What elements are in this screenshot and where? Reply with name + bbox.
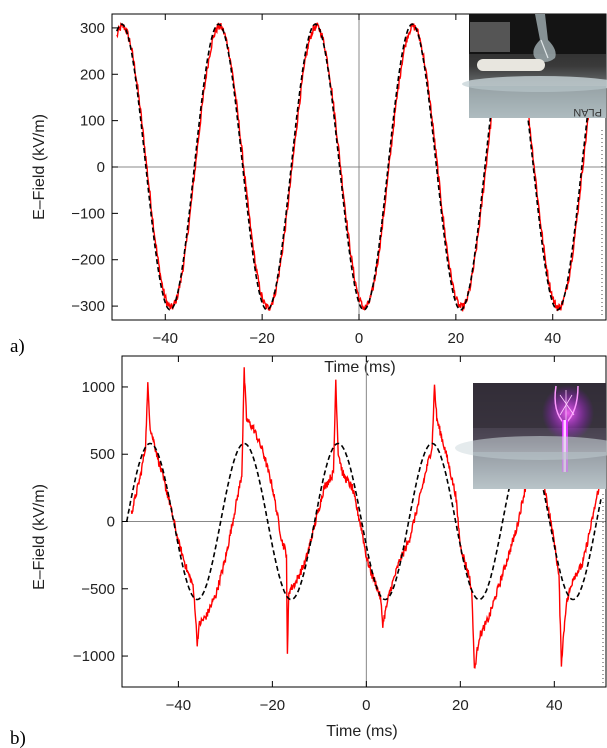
y-tick-label: −500 [81, 581, 115, 598]
panel-a-inset-photo: PLAN [462, 14, 607, 118]
panel-a-x-axis-title: Time (ms) [324, 359, 395, 376]
x-tick-label: −20 [249, 330, 274, 347]
x-tick-label: −40 [153, 330, 178, 347]
y-tick-label: 0 [107, 514, 115, 531]
x-tick-label: −40 [166, 697, 191, 714]
y-tick-label: 300 [80, 20, 105, 37]
x-tick-label: 20 [448, 330, 465, 347]
panel-b-label: b) [10, 728, 26, 748]
x-tick-label: 40 [546, 697, 563, 714]
panel-b-y-axis-title: E–Field (kV/m) [31, 484, 48, 590]
x-tick-label: 40 [544, 330, 561, 347]
svg-text:PLAN: PLAN [573, 106, 602, 118]
x-tick-label: 0 [362, 697, 370, 714]
panel-b-inset-photo [455, 383, 607, 489]
panel-b-ticks: −40 −20 0 20 40 −1000 −500 0 500 1000 [73, 356, 563, 714]
panel-b-x-axis-title: Time (ms) [326, 723, 397, 740]
x-tick-label: −20 [260, 697, 285, 714]
x-tick-label: 20 [452, 697, 469, 714]
panel-b-series-group [125, 367, 602, 669]
y-tick-label: 1000 [82, 379, 115, 396]
y-tick-label: 500 [90, 446, 115, 463]
x-tick-label: 0 [355, 330, 363, 347]
y-tick-label: −200 [71, 252, 105, 269]
y-tick-label: −100 [71, 205, 105, 222]
panel-a-label: a) [10, 336, 25, 357]
y-tick-label: 0 [97, 159, 105, 176]
measured-series-line [130, 367, 600, 669]
panel-a-y-axis-title: E–Field (kV/m) [31, 114, 48, 220]
y-tick-label: 200 [80, 66, 105, 83]
y-tick-label: 100 [80, 113, 105, 130]
y-tick-label: −1000 [73, 648, 115, 665]
y-tick-label: −300 [71, 298, 105, 315]
panel-b-chart: −40 −20 0 20 40 −1000 −500 0 500 1000 Time (ms) E… [10, 355, 607, 748]
panel-a-plot-frame [111, 13, 607, 321]
fit-series-line [125, 442, 602, 601]
panel-b-plot-frame [121, 355, 607, 688]
